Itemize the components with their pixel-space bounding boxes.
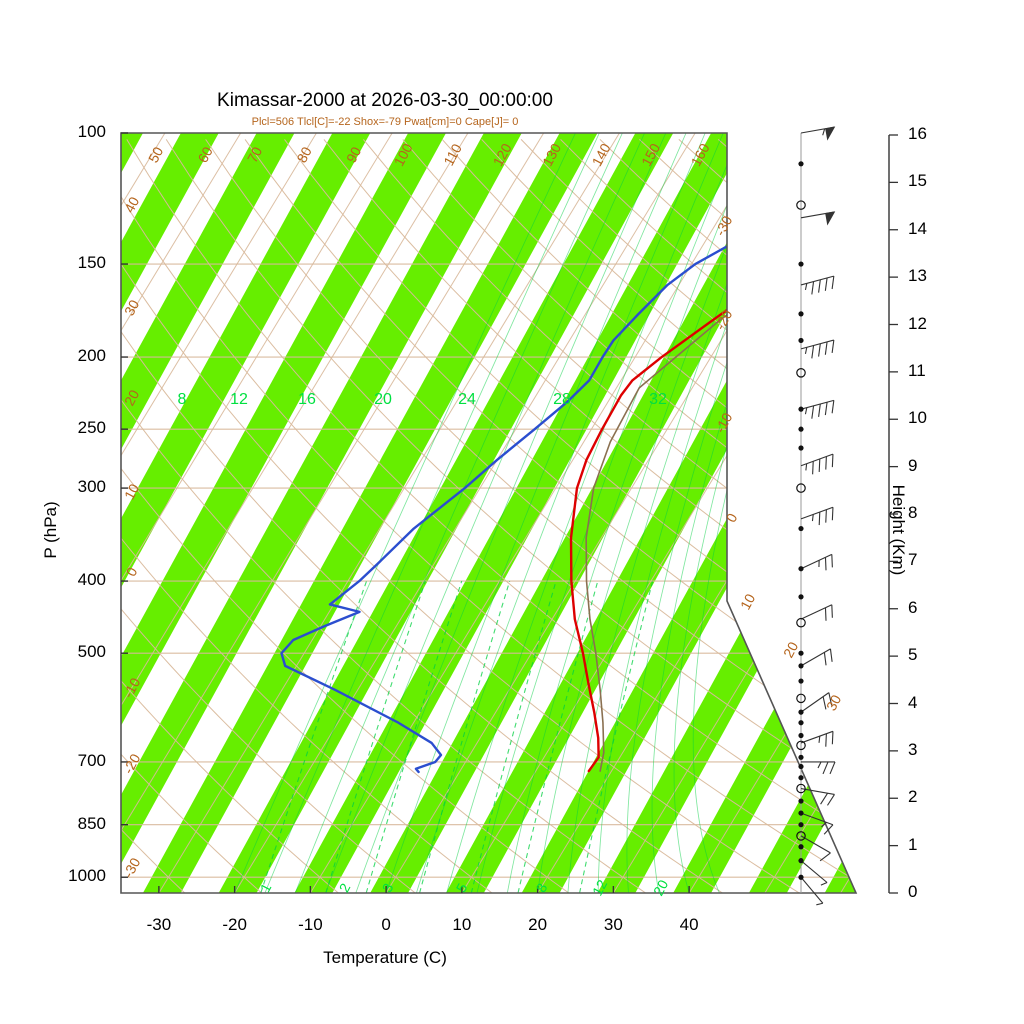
svg-text:140: 140 (589, 140, 614, 168)
temperature-tick: 30 (603, 915, 623, 934)
svg-text:10: 10 (737, 591, 759, 612)
parcel-trace (585, 133, 856, 772)
svg-text:20: 20 (650, 877, 672, 898)
dry-adiabat-lines (121, 139, 856, 893)
height-tick: 4 (908, 692, 918, 712)
pressure-tick: 200 (77, 346, 106, 366)
height-tick: 14 (908, 218, 927, 238)
dewpoint-trace (280, 133, 856, 774)
height-tick: 1 (908, 834, 918, 854)
svg-text:80: 80 (293, 144, 315, 165)
svg-text:20: 20 (780, 639, 802, 660)
height-tick: 11 (908, 360, 926, 380)
sounding-indices-subtitle: Plcl=506 Tlcl[C]=-22 Shox=-79 Pwat[cm]=0… (251, 116, 519, 128)
pressure-tick: 400 (77, 570, 106, 590)
height-tick: 2 (908, 787, 918, 807)
height-tick: 3 (908, 739, 918, 759)
svg-text:110: 110 (440, 141, 465, 168)
pressure-tick: 150 (77, 253, 106, 273)
pressure-tick: 500 (77, 642, 106, 662)
page-title: Kimassar-2000 at 2026-03-30_00:00:00 (217, 90, 553, 111)
height-tick: 16 (908, 124, 927, 143)
height-tick: 0 (908, 882, 918, 901)
svg-text:32: 32 (649, 391, 667, 408)
temperature-tick: 0 (381, 915, 391, 934)
pressure-tick: 700 (77, 750, 106, 770)
height-tick: 8 (908, 503, 918, 522)
temperature-tick: -10 (298, 915, 323, 934)
temperature-tick: -20 (222, 915, 247, 934)
height-tick: 12 (908, 313, 927, 333)
pressure-tick: 100 (77, 122, 106, 141)
wind-barb-column (796, 126, 836, 906)
svg-text:30: 30 (823, 692, 845, 713)
svg-text:10: 10 (121, 481, 143, 502)
moist-adiabat-lines (234, 133, 835, 893)
x-axis-label: Temperature (C) (323, 948, 447, 967)
svg-text:16: 16 (298, 391, 316, 408)
height-tick: 6 (908, 597, 918, 617)
svg-text:12: 12 (230, 391, 248, 408)
temperature-tick: -30 (146, 915, 172, 934)
pressure-tick: 250 (77, 418, 106, 438)
height-tick: 9 (908, 455, 918, 475)
mixing-ratio-lines (260, 580, 654, 893)
svg-text:30: 30 (121, 297, 143, 318)
svg-text:20: 20 (121, 387, 143, 408)
svg-text:12: 12 (589, 877, 611, 898)
svg-text:24: 24 (458, 391, 476, 408)
height-tick: 13 (908, 266, 927, 286)
temperature-tick: 10 (452, 915, 472, 934)
svg-text:40: 40 (121, 194, 143, 215)
pressure-tick: 1000 (68, 866, 106, 886)
svg-text:50: 50 (145, 144, 167, 165)
height-tick: 7 (908, 550, 918, 570)
pressure-tick: 300 (77, 477, 106, 497)
temperature-tick: 40 (679, 915, 699, 934)
height-axis (888, 134, 898, 894)
shaded-bands (121, 133, 856, 893)
svg-text:8: 8 (178, 391, 187, 408)
height-tick: 15 (908, 171, 927, 191)
svg-text:90: 90 (343, 144, 365, 165)
height-tick: 10 (908, 408, 927, 428)
isotherm-lines (121, 133, 856, 893)
svg-text:60: 60 (194, 144, 216, 165)
svg-text:20: 20 (374, 391, 392, 408)
plot-frame (120, 132, 858, 894)
temperature-tick: 20 (528, 915, 548, 934)
height-tick: 5 (908, 645, 918, 665)
svg-text:28: 28 (553, 391, 571, 408)
svg-text:70: 70 (244, 144, 266, 165)
pressure-tick: 850 (77, 813, 106, 833)
